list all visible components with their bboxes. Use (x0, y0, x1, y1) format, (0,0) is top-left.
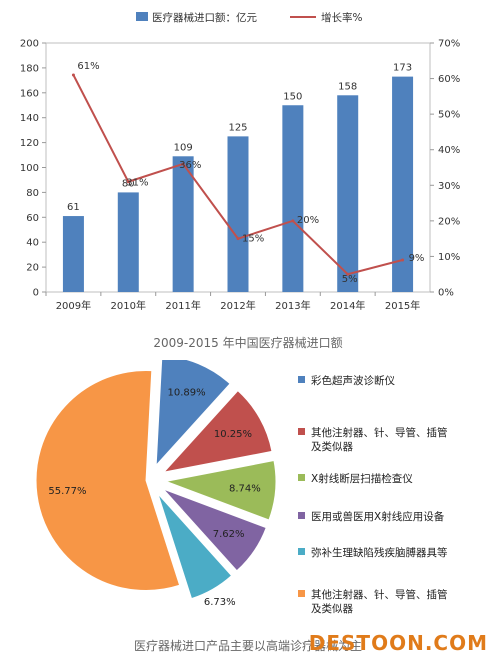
import-value-chart: 0 20 40 60 80 100 120 140 160 180 200 0% 10% 20% 30% 40… (20, 11, 460, 312)
legend-label: 其他注射器、针、导管、插管 (311, 588, 448, 601)
y-tick-label: 100 (20, 163, 39, 174)
x-tick-label: 2011年 (165, 299, 200, 312)
bar (337, 95, 359, 292)
bar-value-label: 80 (122, 178, 135, 189)
legend-swatch (298, 474, 305, 481)
growth-rate-label: 15% (242, 234, 264, 245)
bar-value-label: 109 (174, 142, 193, 153)
legend-swatch (298, 512, 305, 519)
legend-label: 医用或兽医用X射线应用设备 (311, 510, 445, 523)
bar-value-label: 61 (67, 202, 80, 213)
pie-slice-label: 10.89% (168, 388, 206, 399)
legend-swatch (298, 548, 305, 555)
bar (227, 136, 249, 292)
bar (282, 105, 304, 292)
y-tick-label: 180 (20, 63, 39, 74)
growth-rate-point (71, 73, 75, 77)
y2-tick-label: 10% (438, 252, 460, 263)
pie-slice (155, 360, 231, 467)
y2-tick-label: 50% (438, 110, 460, 121)
growth-rate-point (236, 237, 240, 241)
y-tick-label: 60 (26, 213, 39, 224)
y2-tick-label: 0% (438, 288, 454, 299)
legend-label: 彩色超声波诊断仪 (311, 374, 395, 387)
x-tick-label: 2013年 (275, 299, 310, 312)
bar-value-label: 125 (228, 122, 247, 133)
pie-slice-label: 10.25% (214, 429, 252, 440)
y-tick-label: 40 (26, 238, 39, 249)
bar-chart-caption: 2009-2015 年中国医疗器械进口额 (153, 336, 343, 350)
y2-tick-label: 40% (438, 145, 460, 156)
import-product-pie-chart: 10.89% 10.25% 8.74% 7.62% 6.73% 55.77% 彩色超声波诊断… (35, 360, 448, 615)
growth-rate-label: 9% (409, 253, 425, 264)
legend: 医疗器械进口额：亿元 增长率% (136, 11, 362, 24)
y-tick-label: 80 (26, 188, 39, 199)
growth-rate-point (346, 272, 350, 276)
pie-slice-label: 8.74% (229, 484, 261, 495)
legend-bar-swatch (136, 12, 148, 21)
y-tick-label: 200 (20, 39, 39, 50)
bar-value-label: 158 (338, 81, 357, 92)
x-tick-label: 2009年 (56, 299, 91, 312)
legend-label: 其他注射器、针、导管、插管 (311, 426, 448, 439)
pie-slice-label: 7.62% (213, 529, 245, 540)
legend-bar-label: 医疗器械进口额：亿元 (152, 11, 257, 24)
x-tick-label: 2015年 (385, 299, 420, 312)
y2-tick-label: 30% (438, 181, 460, 192)
watermark-logo: DESTOON.COM (308, 631, 488, 655)
growth-rate-label: 61% (77, 61, 99, 72)
y-tick-label: 120 (20, 138, 39, 149)
pie-slice (164, 459, 277, 521)
legend-label: 及类似器 (311, 602, 353, 615)
legend-label: 及类似器 (311, 440, 353, 453)
growth-rate-point (181, 162, 185, 166)
bar (117, 192, 139, 292)
pie-slice (157, 493, 233, 600)
bar (172, 156, 194, 292)
growth-rate-point (291, 219, 295, 223)
legend-swatch (298, 590, 305, 597)
growth-rate-label: 5% (342, 274, 358, 285)
y2-tick-label: 20% (438, 216, 460, 227)
growth-rate-label: 31% (126, 178, 148, 189)
y-tick-label: 20 (26, 263, 39, 274)
x-tick-label: 2014年 (330, 299, 365, 312)
growth-rate-point (401, 258, 405, 262)
legend-swatch (298, 428, 305, 435)
pie-slice-label: 55.77% (48, 486, 86, 497)
pie-slice (162, 389, 273, 473)
bar-value-label: 150 (283, 91, 302, 102)
y2-tick-label: 70% (438, 39, 460, 50)
y-tick-label: 160 (20, 88, 39, 99)
legend-swatch (298, 376, 305, 383)
pie-slice (35, 370, 181, 592)
pie-slice (162, 488, 267, 572)
legend-label: X射线断层扫描检查仪 (311, 472, 413, 485)
legend-label: 弥补生理缺陷残疾脑膊器具等 (311, 546, 448, 559)
x-tick-label: 2010年 (111, 299, 146, 312)
pie-chart-caption: 医疗器械进口产品主要以高端诊疗器械为主 (133, 639, 362, 653)
y2-tick-label: 60% (438, 74, 460, 85)
y-tick-label: 140 (20, 113, 39, 124)
x-tick-label: 2012年 (220, 299, 255, 312)
bar-value-label: 173 (393, 63, 412, 74)
y-tick-label: 0 (33, 288, 39, 299)
growth-rate-point (126, 180, 130, 184)
bar (62, 216, 84, 292)
bar (392, 76, 414, 293)
growth-rate-label: 36% (179, 160, 201, 171)
legend-line-label: 增长率% (321, 11, 362, 24)
pie-slice-label: 6.73% (204, 597, 236, 608)
growth-rate-label: 20% (297, 215, 319, 226)
